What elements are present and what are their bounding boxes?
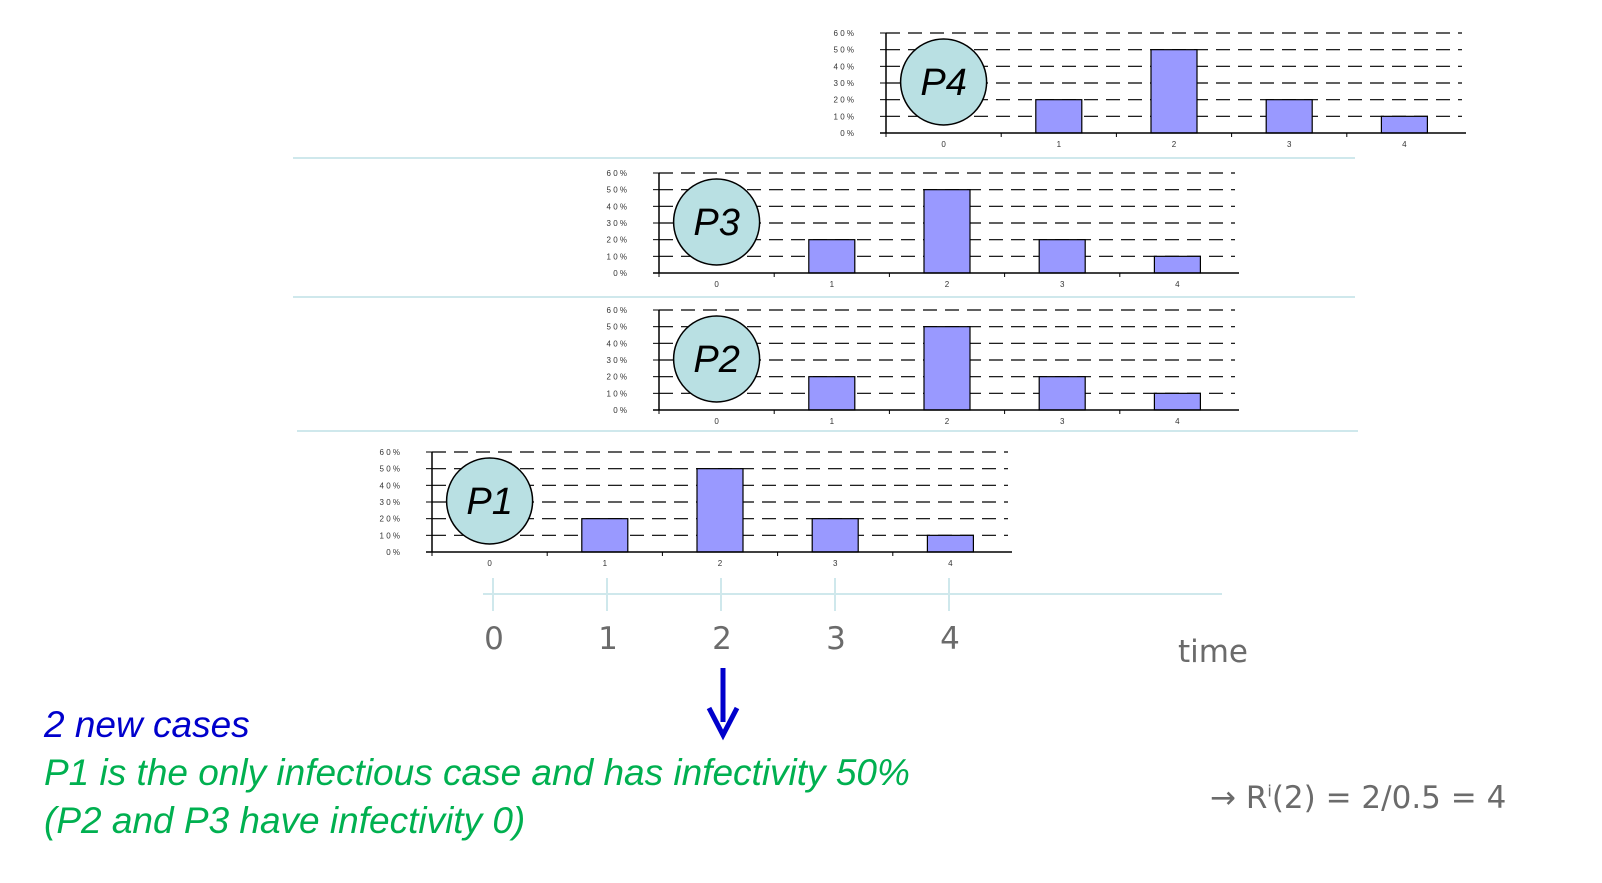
bar <box>1153 392 1202 411</box>
y-tick-label: 6 0 % <box>380 448 400 457</box>
formula-sup: i <box>1267 781 1272 801</box>
y-tick-label: 4 0 % <box>834 62 854 71</box>
x-tick-label: 3 <box>1287 140 1292 149</box>
x-tick-label: 2 <box>1172 140 1177 149</box>
timeline-label: time <box>1178 634 1248 670</box>
y-tick-label: 1 0 % <box>380 531 400 540</box>
bar <box>926 534 975 553</box>
bar <box>1150 49 1198 134</box>
bar <box>581 518 629 553</box>
x-tick-label: 1 <box>830 280 835 289</box>
timeline-tick-label: 1 <box>598 621 618 657</box>
bar <box>1038 239 1086 274</box>
x-tick-label: 4 <box>1175 280 1180 289</box>
x-tick-label: 0 <box>941 140 946 149</box>
bar <box>1038 376 1086 411</box>
x-tick-label: 3 <box>833 559 838 568</box>
timeline-tick-label: 3 <box>826 621 846 657</box>
chart-p2: 0 % 1 0 % 2 0 % 3 0 % 4 0 % 5 0 % 6 0 % 0 1 2 3 4 P2 <box>607 306 1239 426</box>
bar <box>811 518 859 553</box>
y-tick-label: 6 0 % <box>607 306 627 315</box>
x-tick-label: 1 <box>830 417 835 426</box>
y-tick-label: 2 0 % <box>607 236 627 245</box>
y-tick-label: 4 0 % <box>607 339 627 348</box>
x-tick-label: 3 <box>1060 280 1065 289</box>
bar <box>1380 115 1429 134</box>
person-label: P2 <box>693 339 739 381</box>
x-tick-label: 2 <box>718 559 723 568</box>
person-label: P3 <box>693 202 739 244</box>
formula-text: → Ri(2) = 2/0.5 = 4 <box>1210 780 1506 816</box>
x-tick-label: 3 <box>1060 417 1065 426</box>
y-tick-label: 4 0 % <box>380 481 400 490</box>
person-circle <box>899 38 988 126</box>
down-arrow-head-icon <box>706 706 740 741</box>
y-tick-label: 2 0 % <box>607 373 627 382</box>
bar <box>1035 99 1083 134</box>
y-tick-label: 3 0 % <box>380 498 400 507</box>
y-tick-label: 1 0 % <box>834 112 854 121</box>
y-tick-label: 2 0 % <box>834 96 854 105</box>
x-tick-label: 4 <box>1175 417 1180 426</box>
x-tick-label: 1 <box>603 559 608 568</box>
bar <box>808 239 856 274</box>
y-tick-label: 5 0 % <box>607 323 627 332</box>
y-tick-label: 1 0 % <box>607 389 627 398</box>
new-cases-text: 2 new cases <box>44 704 250 745</box>
person-circle <box>445 457 534 545</box>
chart-p1: 0 % 1 0 % 2 0 % 3 0 % 4 0 % 5 0 % 6 0 % 0 1 2 3 4 P1 <box>380 448 1012 568</box>
bar <box>1153 255 1202 274</box>
bar <box>696 468 744 553</box>
bar <box>923 189 971 274</box>
timeline-tick-label: 0 <box>484 621 504 657</box>
person-label: P1 <box>466 481 512 523</box>
bar <box>923 326 971 411</box>
person-circle <box>672 178 761 266</box>
infectivity-note-text: (P2 and P3 have infectivity 0) <box>44 800 526 841</box>
formula-rest: (2) = 2/0.5 = 4 <box>1271 780 1507 816</box>
x-tick-label: 0 <box>487 559 492 568</box>
y-tick-label: 6 0 % <box>834 29 854 38</box>
bar <box>1265 99 1313 134</box>
timeline-tick-label: 2 <box>712 621 732 657</box>
y-tick-label: 6 0 % <box>607 169 627 178</box>
y-tick-label: 5 0 % <box>834 46 854 55</box>
person-circle <box>672 315 761 403</box>
y-tick-label: 3 0 % <box>607 219 627 228</box>
x-tick-label: 1 <box>1057 140 1062 149</box>
person-label: P4 <box>920 62 966 104</box>
y-tick-label: 0 % <box>386 548 400 557</box>
y-tick-label: 3 0 % <box>607 356 627 365</box>
chart-p3: 0 % 1 0 % 2 0 % 3 0 % 4 0 % 5 0 % 6 0 % 0 1 2 3 4 P3 <box>607 169 1239 289</box>
timeline-tick-label: 4 <box>940 621 960 657</box>
x-tick-label: 4 <box>948 559 953 568</box>
x-tick-label: 0 <box>714 417 719 426</box>
x-tick-label: 2 <box>945 280 950 289</box>
bar <box>808 376 856 411</box>
infectivity-text: P1 is the only infectious case and has i… <box>44 752 910 793</box>
x-tick-label: 2 <box>945 417 950 426</box>
y-tick-label: 5 0 % <box>380 465 400 474</box>
x-tick-label: 4 <box>1402 140 1407 149</box>
y-tick-label: 3 0 % <box>834 79 854 88</box>
y-tick-label: 2 0 % <box>380 515 400 524</box>
y-tick-label: 0 % <box>840 129 854 138</box>
y-tick-label: 1 0 % <box>607 252 627 261</box>
chart-p4: 0 % 1 0 % 2 0 % 3 0 % 4 0 % 5 0 % 6 0 % 0 1 2 3 4 P4 <box>834 29 1466 149</box>
formula-prefix: → R <box>1210 780 1268 816</box>
y-tick-label: 0 % <box>613 406 627 415</box>
x-tick-label: 0 <box>714 280 719 289</box>
y-tick-label: 4 0 % <box>607 202 627 211</box>
y-tick-label: 0 % <box>613 269 627 278</box>
y-tick-label: 5 0 % <box>607 186 627 195</box>
